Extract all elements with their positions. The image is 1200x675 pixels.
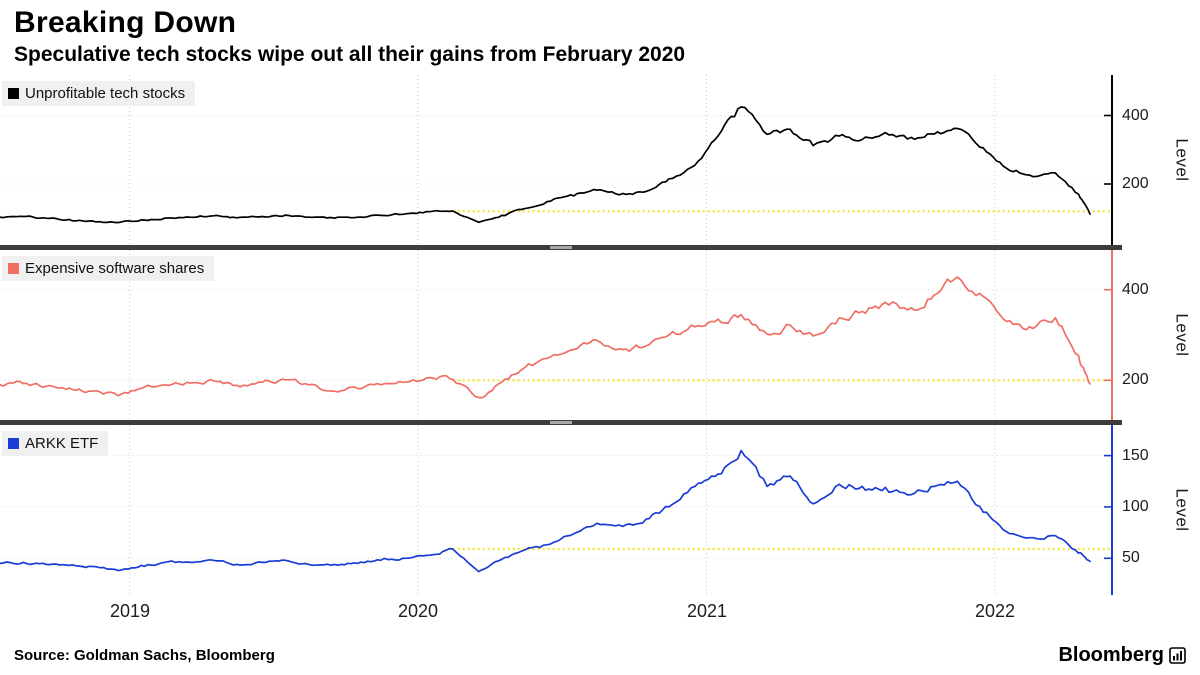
legend-3: ARKK ETF [2,431,109,456]
chart-panel-1: Unprofitable tech stocks 200 400 Level [0,75,1200,245]
plot-area-2: Expensive software shares [0,250,1116,420]
chart-header: Breaking Down Speculative tech stocks wi… [0,0,1200,75]
x-tick-label: 2020 [397,601,439,621]
x-tick-label: 2019 [109,601,151,621]
y-axis-title: Level [1173,313,1193,357]
legend-label: Expensive software shares [25,260,205,277]
legend-label: Unprofitable tech stocks [25,85,186,102]
y-tick-label: 50 [1122,549,1140,566]
page-title: Breaking Down [14,6,237,39]
legend-swatch-icon [8,88,19,99]
panel-separator [0,245,1122,250]
legend-2: Expensive software shares [2,256,215,281]
y-axis-title-column: Level [1164,250,1200,420]
bloomberg-logo-icon [1169,647,1186,664]
y-axis-tick-labels: 50 100 150 [1116,425,1164,595]
series-line-1 [0,106,1091,224]
legend-swatch-icon [8,438,19,449]
y-axis-title-column: Level [1164,425,1200,595]
y-axis-tick-labels: 200 400 [1116,75,1164,245]
y-tick-label: 400 [1122,107,1149,124]
y-tick-label: 100 [1122,498,1149,515]
y-tick-label: 200 [1122,371,1149,388]
y-axis-title-column: Level [1164,75,1200,245]
chart-area: Unprofitable tech stocks 200 400 Level Expen… [0,75,1200,595]
panel-resize-handle[interactable] [550,421,572,424]
series-line-2 [0,276,1091,399]
source-note: Source: Goldman Sachs, Bloomberg [14,647,275,664]
chart-panel-2: Expensive software shares 200 400 Level [0,250,1200,420]
legend-label: ARKK ETF [25,435,99,452]
plot-area-3: ARKK ETF [0,425,1116,595]
y-axis-title: Level [1173,138,1193,182]
y-axis-tick-labels: 200 400 [1116,250,1164,420]
plot-area-1: Unprofitable tech stocks [0,75,1116,245]
plot-canvas [0,75,1113,245]
chart-footer: Source: Goldman Sachs, Bloomberg Bloombe… [0,642,1200,675]
x-axis-labels: 2019 2020 2021 2022 [0,595,1116,627]
x-tick-label: 2022 [974,601,1016,621]
panel-resize-handle[interactable] [550,246,572,249]
series-line-3 [0,449,1091,573]
plot-canvas [0,425,1113,595]
y-tick-label: 400 [1122,281,1149,298]
legend-1: Unprofitable tech stocks [2,81,196,106]
bloomberg-logo: Bloomberg [1058,644,1186,667]
bloomberg-logo-text: Bloomberg [1058,644,1164,666]
plot-canvas [0,250,1113,420]
y-tick-label: 150 [1122,447,1149,464]
panel-separator [0,420,1122,425]
y-axis-title: Level [1173,488,1193,532]
page-subtitle: Speculative tech stocks wipe out all the… [14,43,686,66]
x-tick-label: 2021 [686,601,728,621]
legend-swatch-icon [8,263,19,274]
chart-panel-3: ARKK ETF 50 100 150 Level [0,425,1200,595]
y-tick-label: 200 [1122,175,1149,192]
